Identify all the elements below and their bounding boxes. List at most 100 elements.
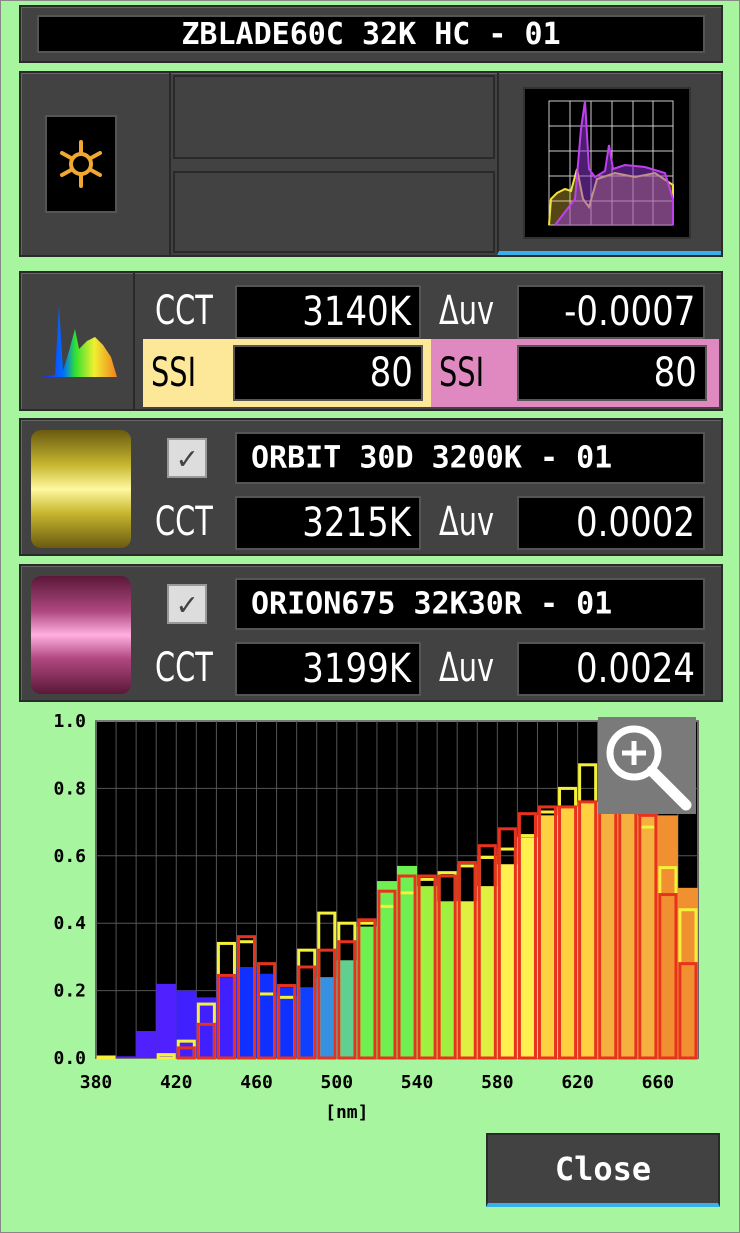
reference-2-bar <box>257 962 277 1060</box>
x-tick-label: 580 <box>481 1072 514 1093</box>
reference-1-checkbox[interactable]: ✓ <box>167 438 207 478</box>
magnifier-plus-icon <box>606 725 692 811</box>
reference-2-bar <box>437 874 457 1060</box>
reference-1-swatch[interactable] <box>31 430 131 548</box>
reference-2-bar <box>357 918 377 1060</box>
spectrum-bar <box>597 801 618 1058</box>
cct-value-field: 3140K <box>235 285 421 339</box>
duv-label: Δuv <box>439 645 494 691</box>
reference-2-swatch[interactable] <box>31 576 131 694</box>
reference-1-name[interactable]: ORBIT 30D 3200K - 01 <box>235 432 705 484</box>
spectrum-bar <box>196 997 217 1058</box>
x-tick-label: 380 <box>80 1072 113 1093</box>
reference-2-bar <box>216 973 236 1060</box>
spectrum-bar <box>397 865 418 1058</box>
reference-2-bar <box>417 874 437 1060</box>
ssi-ref1-box: SSI 80 <box>143 339 431 407</box>
ssi-ref2-value: 80 <box>653 350 697 396</box>
reference-2-name[interactable]: ORION675 32K30R - 01 <box>235 578 705 630</box>
zoom-button[interactable] <box>598 717 696 814</box>
spectrum-bar <box>236 967 257 1058</box>
reference-2-checkbox[interactable]: ✓ <box>167 584 207 624</box>
reference-2-bar <box>497 827 517 1060</box>
cct-label: CCT <box>155 288 213 334</box>
spectrum-bar <box>356 926 377 1058</box>
x-tick-label: 620 <box>561 1072 594 1093</box>
x-tick-label: 420 <box>160 1072 193 1093</box>
reference-1-cct: 3215K <box>235 496 421 550</box>
light-button[interactable] <box>21 73 171 255</box>
reference-2-bar <box>537 805 558 1060</box>
x-tick-label: 460 <box>240 1072 273 1093</box>
reference-2-bar <box>297 965 317 1060</box>
reference-2-bar <box>638 813 658 1060</box>
empty-slot-1[interactable] <box>173 75 495 159</box>
spectrum-bar <box>216 977 237 1058</box>
x-tick-label: 660 <box>642 1072 675 1093</box>
spectrum-bar <box>116 1056 137 1058</box>
reference-2-bar <box>678 962 698 1060</box>
x-tick-label: 540 <box>401 1072 434 1093</box>
duv-value-field: -0.0007 <box>517 285 705 339</box>
reference-1-bar <box>96 1055 116 1060</box>
spectrum-bar <box>276 987 297 1058</box>
reference-2-bar <box>457 861 477 1060</box>
x-tick-label: 500 <box>321 1072 354 1093</box>
duv-label: Δuv <box>439 288 494 334</box>
spectrum-bar <box>577 801 598 1058</box>
reference-2-bar <box>578 800 598 1060</box>
reference-2-bar <box>377 889 397 1060</box>
spectrum-bar <box>336 960 357 1058</box>
spectrum-bar <box>557 806 578 1058</box>
spectrum-overlay-thumbnail <box>548 100 674 226</box>
reference-2-bar <box>658 893 678 1060</box>
y-tick-label: 0.8 <box>53 778 86 799</box>
close-button[interactable]: Close <box>486 1133 720 1207</box>
spectrum-bar <box>296 987 317 1058</box>
fixture-title: ZBLADE60C 32K HC - 01 <box>181 16 561 52</box>
spectrum-bar <box>136 1031 157 1058</box>
top-panel <box>19 71 723 257</box>
y-tick-label: 0.4 <box>53 913 86 934</box>
spectrum-bar <box>517 837 538 1058</box>
y-tick-label: 0.0 <box>53 1048 86 1069</box>
reference-2-bar <box>196 1022 216 1060</box>
y-tick-label: 1.0 <box>53 711 86 732</box>
reference-2-bar <box>176 1046 196 1060</box>
spectrum-bar <box>637 815 658 1058</box>
cct-label: CCT <box>155 499 213 545</box>
reference-2-bar <box>317 948 337 1060</box>
reference-2-bar <box>397 874 417 1060</box>
spectrum-bar <box>537 815 558 1058</box>
spectrum-bar <box>457 901 478 1058</box>
reference-2-bar <box>337 940 357 1060</box>
spectrum-bar <box>417 886 438 1058</box>
y-tick-label: 0.6 <box>53 846 86 867</box>
spectrum-bar <box>617 808 638 1058</box>
reference-2-bar <box>558 805 578 1060</box>
reference-1-duv: 0.0002 <box>517 496 705 550</box>
ssi-ref1-value: 80 <box>369 350 413 396</box>
spectrum-bar <box>677 887 698 1058</box>
reference-2-bar <box>236 935 257 1060</box>
spectrum-bar <box>156 983 177 1058</box>
reference-2-bar <box>517 812 537 1060</box>
reference-2-bar <box>477 844 497 1060</box>
spectrum-bar <box>316 977 337 1058</box>
spectrum-bar <box>477 886 498 1058</box>
title-bar: ZBLADE60C 32K HC - 01 <box>19 5 723 63</box>
y-tick-label: 0.2 <box>53 981 86 1002</box>
cct-label: CCT <box>155 645 213 691</box>
spectrum-bar <box>497 864 518 1058</box>
reference-2-bar <box>277 984 297 1060</box>
empty-slot-2[interactable] <box>173 171 495 253</box>
reference-2-panel: ✓ ORION675 32K30R - 01 CCT 3199K Δuv 0.0… <box>19 564 723 702</box>
spectrum-bar <box>437 901 458 1058</box>
spectrum-compare-button[interactable] <box>497 73 721 255</box>
reference-2-duv: 0.0024 <box>517 642 705 696</box>
reference-1-panel: ✓ ORBIT 30D 3200K - 01 CCT 3215K Δuv 0.0… <box>19 418 723 556</box>
reference-2-cct: 3199K <box>235 642 421 696</box>
sun-icon <box>60 140 102 188</box>
ssi-ref2-box: SSI 80 <box>431 339 719 407</box>
spectrum-chart: 380 420 460 500 540 580 620 660 0.0 0.2 0.4 0.6 0.8 1… <box>53 711 699 1123</box>
